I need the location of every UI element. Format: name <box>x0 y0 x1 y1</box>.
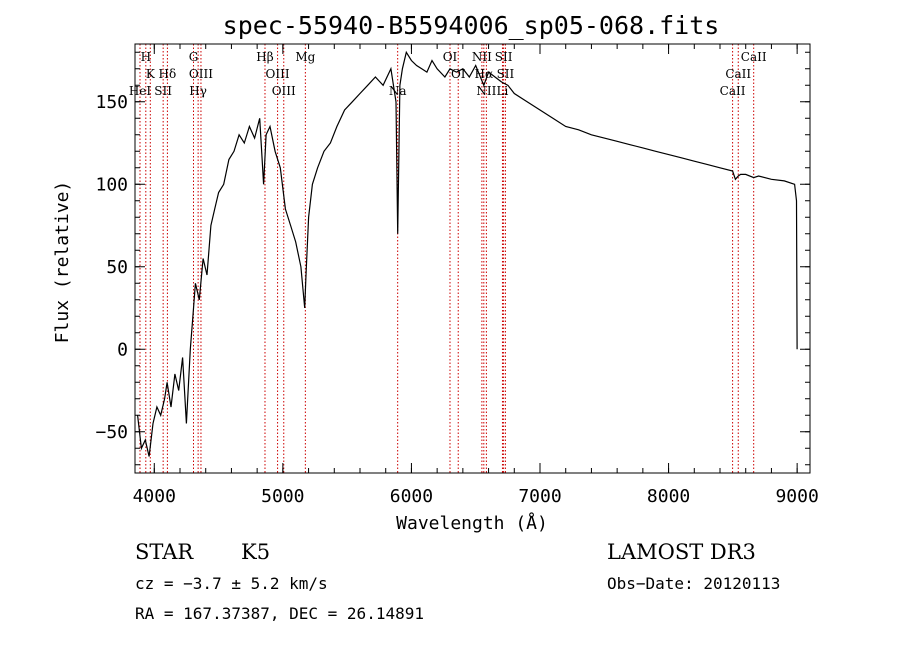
spectral-line-label: CaII <box>741 50 767 64</box>
spectral-line-label: K <box>146 67 156 81</box>
object-subclass: K5 <box>241 540 270 564</box>
spectral-line-label: CaII <box>720 84 746 98</box>
spectral-line-label: Hγ <box>189 84 207 98</box>
spectral-line-label: Na <box>389 84 407 98</box>
redshift-cz: cz = −3.7 ± 5.2 km/s <box>135 574 328 593</box>
plot-frame <box>134 43 811 474</box>
y-axis-ticks: −50 0 50 100 150 <box>95 51 810 466</box>
spectral-line-label: G <box>189 50 199 64</box>
spectral-line-label: Li <box>497 84 509 98</box>
spectral-line-label: NII <box>476 84 496 98</box>
spectral-line-label: H <box>141 50 151 64</box>
survey-name: LAMOST DR3 <box>607 540 756 564</box>
spectral-line-label: Hα <box>475 67 494 81</box>
x-tick-label: 8000 <box>647 486 690 507</box>
spectral-line-label: OIII <box>266 67 290 81</box>
object-class: STAR <box>135 540 194 564</box>
spectral-line-label: Mg <box>295 50 315 64</box>
spectral-line-label: CaII <box>725 67 751 81</box>
spectral-line-label: SII <box>497 67 515 81</box>
x-tick-label: 9000 <box>775 486 818 507</box>
x-tick-label: 4000 <box>133 486 176 507</box>
coordinates: RA = 167.37387, DEC = 26.14891 <box>135 604 424 623</box>
spectral-line-label: NII <box>472 50 492 64</box>
spectral-line-label: OIII <box>272 84 296 98</box>
observation-date: Obs−Date: 20120113 <box>607 574 780 593</box>
y-axis-label: Flux (relative) <box>52 181 73 344</box>
x-tick-label: 5000 <box>261 486 304 507</box>
y-tick-label: 50 <box>106 257 128 278</box>
spectral-line-markers <box>139 44 755 473</box>
spectral-line-label: Hβ <box>256 50 273 64</box>
y-tick-label: 100 <box>95 174 128 195</box>
x-tick-label: 7000 <box>518 486 561 507</box>
y-tick-label: 0 <box>117 339 128 360</box>
spectrum-line <box>137 50 798 457</box>
spectral-line-label: OIII <box>189 67 213 81</box>
spectral-line-label: SII <box>154 84 172 98</box>
spectral-line-label: HeI <box>129 84 152 98</box>
x-axis-ticks: 4000 5000 6000 7000 8000 9000 <box>133 44 819 507</box>
x-axis-label: Wavelength (Å) <box>396 512 548 534</box>
y-tick-label: 150 <box>95 92 128 113</box>
x-tick-label: 6000 <box>390 486 433 507</box>
chart-title: spec-55940-B5594006_sp05-068.fits <box>223 11 720 40</box>
spectral-line-label: OI <box>451 67 466 81</box>
spectral-line-label: OI <box>443 50 458 64</box>
spectral-line-label: Hδ <box>159 67 177 81</box>
spectral-line-label: SII <box>495 50 513 64</box>
y-tick-label: −50 <box>95 422 128 443</box>
